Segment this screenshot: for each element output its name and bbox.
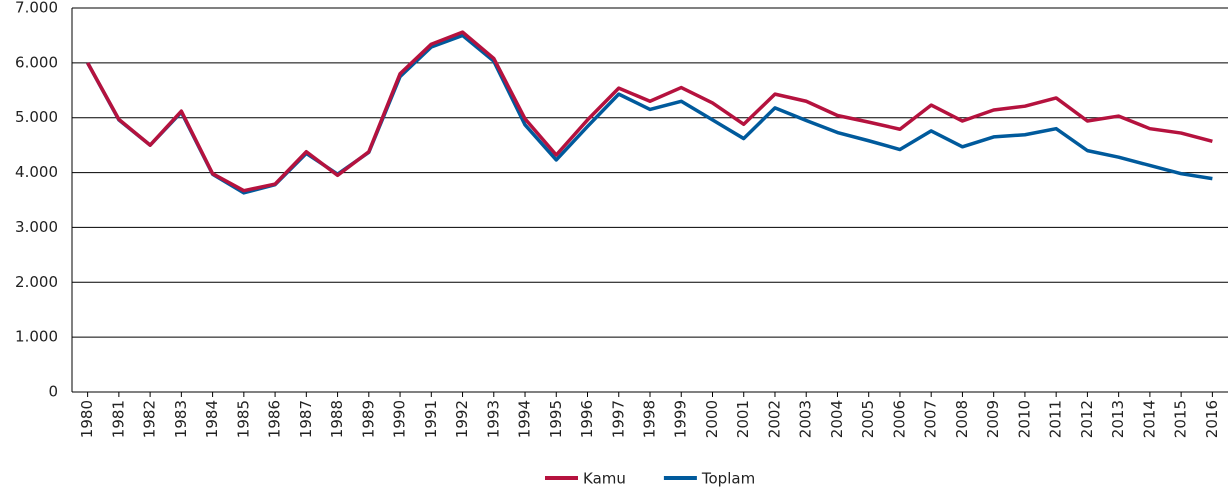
x-tick-label: 1997: [609, 400, 627, 438]
x-tick-label: 2008: [953, 400, 971, 438]
x-tick-label: 2014: [1140, 400, 1158, 438]
x-tick-label: 1996: [578, 400, 596, 438]
x-tick-label: 2000: [703, 400, 721, 438]
x-tick-label: 2011: [1047, 400, 1065, 438]
x-tick-label: 1992: [453, 400, 471, 438]
x-tick-label: 2013: [1109, 400, 1127, 438]
x-tick-label: 2003: [797, 400, 815, 438]
y-tick-label: 7.000: [15, 0, 58, 17]
series-line: [86, 33, 1213, 195]
x-tick-label: 1981: [109, 400, 127, 438]
x-tick-label: 1995: [547, 400, 565, 438]
x-tick-label: 2002: [765, 400, 783, 438]
x-tick-label: 2005: [859, 400, 877, 438]
x-tick-label: 1999: [672, 400, 690, 438]
series-line: [86, 30, 1213, 193]
x-tick-label: 1987: [297, 400, 315, 438]
y-tick-label: 0: [48, 383, 58, 401]
x-tick-label: 1988: [328, 400, 346, 438]
legend-label: Kamu: [583, 470, 626, 488]
y-tick-label: 6.000: [15, 53, 58, 71]
x-tick-label: 1991: [422, 400, 440, 438]
y-tick-label: 1.000: [15, 328, 58, 346]
x-tick-label: 1984: [203, 400, 221, 438]
x-tick-label: 2007: [922, 400, 940, 438]
x-tick-label: 2001: [734, 400, 752, 438]
x-tick-label: 1998: [641, 400, 659, 438]
x-tick-label: 2009: [984, 400, 1002, 438]
x-tick-label: 2015: [1172, 400, 1190, 438]
x-tick-label: 1990: [391, 400, 409, 438]
y-tick-label: 2.000: [15, 273, 58, 291]
x-tick-label: 1986: [266, 400, 284, 438]
y-tick-label: 4.000: [15, 163, 58, 181]
x-tick-label: 1983: [172, 400, 190, 438]
x-tick-label: 1989: [359, 400, 377, 438]
x-tick-label: 1980: [78, 400, 96, 438]
legend-label: Toplam: [701, 470, 755, 488]
x-tick-label: 2006: [890, 400, 908, 438]
y-tick-label: 5.000: [15, 108, 58, 126]
x-tick-label: 2004: [828, 400, 846, 438]
x-tick-label: 2012: [1078, 400, 1096, 438]
x-tick-label: 1994: [516, 400, 534, 438]
x-tick-label: 1985: [234, 400, 252, 438]
x-tick-label: 1982: [141, 400, 159, 438]
y-tick-label: 3.000: [15, 218, 58, 236]
x-tick-label: 1993: [484, 400, 502, 438]
x-tick-label: 2016: [1203, 400, 1221, 438]
x-tick-label: 2010: [1015, 400, 1033, 438]
